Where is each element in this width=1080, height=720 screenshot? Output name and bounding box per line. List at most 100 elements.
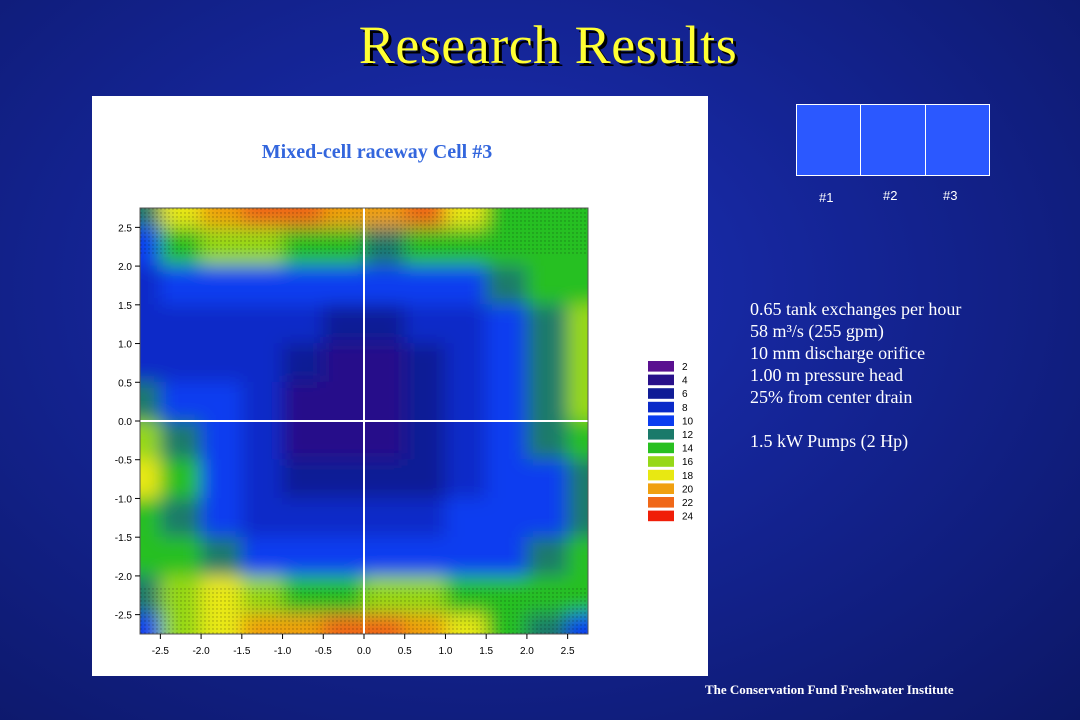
legend-swatch bbox=[648, 401, 674, 413]
heatmap-cell bbox=[567, 304, 588, 344]
heatmap-cell bbox=[363, 498, 406, 538]
heatmap-cell bbox=[567, 498, 588, 538]
heatmap-layer bbox=[140, 208, 588, 634]
x-tick-label: 1.0 bbox=[439, 646, 453, 657]
heatmap-cell bbox=[485, 304, 528, 344]
heatmap-cell bbox=[445, 498, 487, 538]
legend-label: 22 bbox=[682, 498, 694, 509]
param-flow-rate: 58 m³/s (255 gpm) bbox=[750, 321, 884, 341]
heatmap-cell bbox=[200, 304, 243, 344]
heatmap-cell bbox=[200, 498, 243, 538]
legend-label: 6 bbox=[682, 389, 688, 400]
raceway-cell-2 bbox=[861, 105, 926, 175]
x-tick-label: -2.0 bbox=[192, 646, 210, 657]
y-tick-label: 2.0 bbox=[118, 262, 132, 273]
legend-label: 8 bbox=[682, 403, 688, 414]
heatmap-cell bbox=[567, 381, 588, 422]
legend-label: 20 bbox=[682, 484, 694, 495]
heatmap-cell bbox=[445, 265, 487, 306]
heatmap-cell bbox=[160, 265, 202, 306]
heatmap-cell bbox=[140, 420, 161, 461]
heatmap-cell bbox=[567, 343, 588, 383]
heatmap-cell bbox=[200, 381, 243, 422]
heatmap-cell bbox=[241, 381, 283, 422]
heatmap-cell bbox=[363, 381, 406, 422]
heatmap-cell bbox=[526, 536, 568, 577]
heatmap-cell bbox=[241, 420, 283, 461]
contour-chart: Mixed-cell raceway Cell #3 -2.5 -2.0 -1.5-… bbox=[115, 141, 694, 657]
legend-label: 12 bbox=[682, 430, 694, 441]
legend-label: 10 bbox=[682, 416, 694, 427]
heatmap-cell bbox=[282, 381, 324, 422]
heatmap-cell bbox=[363, 420, 406, 461]
heatmap-cell bbox=[404, 343, 446, 383]
legend-label: 18 bbox=[682, 471, 694, 482]
experiment-parameters: 0.65 tank exchanges per hour 58 m³/s (25… bbox=[750, 298, 961, 452]
heatmap-cell bbox=[485, 265, 528, 306]
param-orifice: 10 mm discharge orifice bbox=[750, 343, 926, 363]
legend-swatch bbox=[648, 415, 674, 426]
legend-label: 14 bbox=[682, 444, 694, 455]
heatmap-cell bbox=[282, 536, 324, 577]
heatmap-cell bbox=[160, 304, 202, 344]
heatmap-cell bbox=[363, 536, 406, 577]
heatmap-cell bbox=[200, 265, 243, 306]
legend-label: 16 bbox=[682, 457, 694, 468]
x-tick-label: 0.0 bbox=[357, 646, 371, 657]
heatmap-cell bbox=[282, 459, 324, 499]
heatmap-cell bbox=[404, 459, 446, 499]
x-tick-label: 2.5 bbox=[561, 646, 575, 657]
heatmap-cell bbox=[363, 343, 406, 383]
y-tick-label: 0.0 bbox=[118, 417, 132, 428]
heatmap-cell bbox=[140, 304, 161, 344]
chart-panel: Mixed-cell raceway Cell #3 -2.5 -2.0 -1.5-… bbox=[92, 96, 708, 676]
heatmap-cell bbox=[322, 304, 365, 344]
heatmap-cell bbox=[241, 343, 283, 383]
heatmap-cell bbox=[160, 498, 202, 538]
heatmap-cell bbox=[485, 381, 528, 422]
heatmap-cell bbox=[526, 459, 568, 499]
y-tick-label: 1.0 bbox=[118, 340, 132, 351]
heatmap-cell bbox=[241, 304, 283, 344]
y-tick-label: -2.5 bbox=[115, 611, 133, 622]
heatmap-cell bbox=[322, 343, 365, 383]
heatmap-cell bbox=[404, 381, 446, 422]
heatmap-cell bbox=[322, 265, 365, 306]
heatmap-cell bbox=[241, 459, 283, 499]
legend-swatch bbox=[648, 374, 674, 386]
param-drain-distance: 25% from center drain bbox=[750, 387, 913, 407]
x-tick-label: -1.0 bbox=[274, 646, 292, 657]
cell-label-3: #3 bbox=[943, 188, 958, 203]
heatmap-cell bbox=[200, 459, 243, 499]
heatmap-cell bbox=[445, 459, 487, 499]
raceway-cell-3 bbox=[925, 105, 989, 175]
axes-layer: -2.5 -2.0 -1.5 -1.0 -0.5 0.0 0.5 1.0 1.5 2.0 2.5 2.… bbox=[115, 223, 575, 657]
legend-label: 2 bbox=[682, 362, 688, 373]
heatmap-cell bbox=[160, 343, 202, 383]
y-tick-label: -0.5 bbox=[115, 456, 133, 467]
x-tick-label: -2.5 bbox=[152, 646, 170, 657]
y-tick-label: -2.0 bbox=[115, 572, 133, 583]
chart-title: Mixed-cell raceway Cell #3 bbox=[262, 141, 492, 163]
heatmap-cell bbox=[363, 459, 406, 499]
heatmap-cell bbox=[363, 304, 406, 344]
cell-label-2: #2 bbox=[883, 188, 898, 203]
legend-swatch bbox=[648, 483, 674, 494]
heatmap-cell bbox=[363, 265, 406, 306]
legend-swatch bbox=[648, 497, 674, 508]
heatmap-cell bbox=[567, 459, 588, 499]
y-tick-label: -1.0 bbox=[115, 494, 133, 505]
legend-swatch bbox=[648, 429, 674, 440]
y-tick-label: 0.5 bbox=[118, 378, 132, 389]
legend-swatch bbox=[648, 442, 674, 454]
heatmap-cell bbox=[160, 536, 202, 577]
heatmap-cell bbox=[160, 420, 202, 461]
heatmap-cell bbox=[485, 536, 528, 577]
x-tick-label: 1.5 bbox=[479, 646, 493, 657]
cell-label-1: #1 bbox=[819, 190, 834, 205]
legend-label: 24 bbox=[682, 512, 694, 523]
heatmap-cell bbox=[282, 498, 324, 538]
y-tick-label: 2.5 bbox=[118, 223, 132, 234]
heatmap-cell bbox=[322, 498, 365, 538]
spacer bbox=[750, 408, 961, 430]
